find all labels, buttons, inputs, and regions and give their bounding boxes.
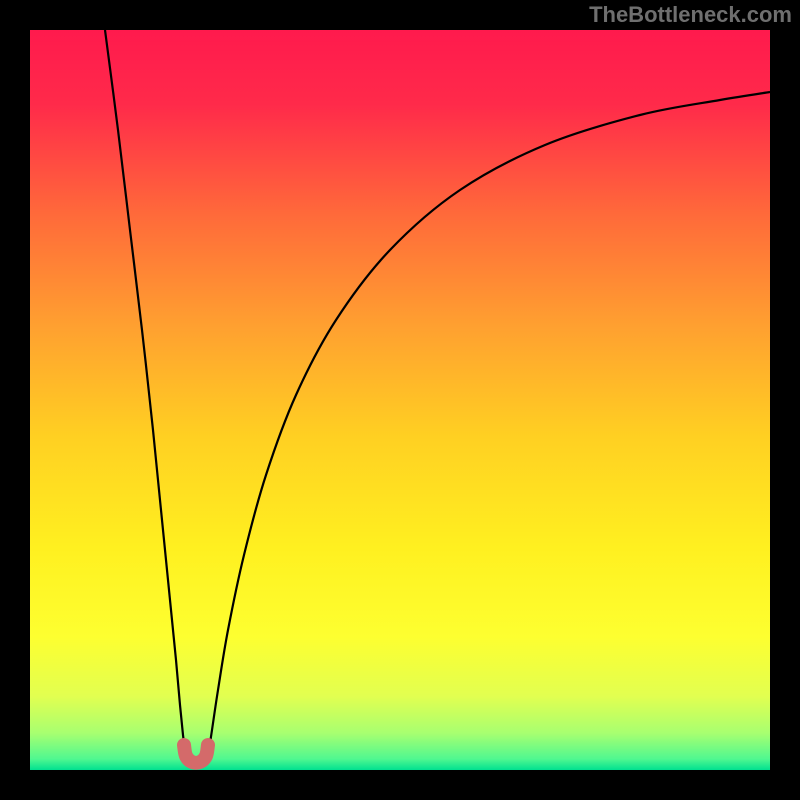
plot-background — [30, 30, 770, 770]
chart-container: TheBottleneck.com — [0, 0, 800, 800]
watermark-text: TheBottleneck.com — [589, 2, 792, 28]
bottleneck-curve-plot — [0, 0, 800, 800]
